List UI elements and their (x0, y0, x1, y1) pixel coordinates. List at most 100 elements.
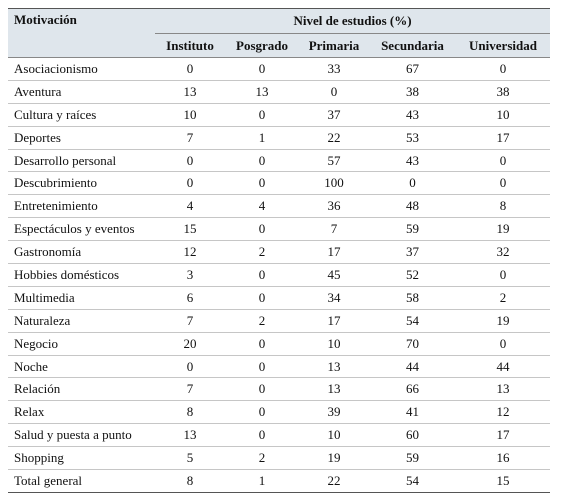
table-cell: 44 (369, 355, 456, 379)
table-row: Relax 8 0 39 41 12 (8, 400, 551, 425)
column-header-universidad: Universidad (456, 33, 551, 58)
row-label: Negocio (8, 332, 155, 356)
table-row: Descubrimiento 0 0 100 0 0 (8, 171, 551, 196)
table-cell: 0 (456, 171, 551, 196)
table-cell: 7 (155, 309, 225, 333)
table-cell: 45 (299, 263, 369, 287)
table-cell: 38 (369, 80, 456, 104)
table-cell: 17 (456, 126, 551, 150)
table-cell: 0 (225, 400, 299, 425)
table-cell: 8 (155, 400, 225, 425)
table-row: Desarrollo personal 0 0 57 43 0 (8, 149, 551, 173)
table-cell: 100 (299, 171, 369, 196)
table-cell: 13 (155, 80, 225, 104)
table-cell: 32 (456, 240, 551, 265)
table-cell: 8 (155, 469, 225, 493)
table-cell: 15 (456, 469, 551, 493)
table-cell: 70 (369, 332, 456, 356)
table-cell: 0 (225, 263, 299, 287)
table-cell: 17 (456, 423, 551, 448)
row-label: Multimedia (8, 286, 155, 310)
table-cell: 7 (155, 126, 225, 150)
column-header-primaria: Primaria (299, 33, 369, 58)
table-cell: 41 (369, 400, 456, 425)
table-cell: 58 (369, 286, 456, 310)
table-cell: 0 (155, 149, 225, 173)
table-cell: 34 (299, 286, 369, 310)
row-label: Cultura y raíces (8, 103, 155, 127)
column-header-secundaria: Secundaria (369, 33, 456, 58)
table-cell: 10 (456, 103, 551, 127)
table-row: Shopping 5 2 19 59 16 (8, 446, 551, 471)
table-cell: 54 (369, 309, 456, 333)
table-row: Entretenimiento 4 4 36 48 8 (8, 194, 551, 219)
row-label: Asociacionismo (8, 57, 155, 81)
table-cell: 0 (225, 423, 299, 448)
table-row: Relación 7 0 13 66 13 (8, 377, 551, 402)
table-cell: 16 (456, 446, 551, 471)
row-label: Naturaleza (8, 309, 155, 333)
table-cell: 4 (155, 194, 225, 219)
table-cell: 43 (369, 149, 456, 173)
table-row: Asociacionismo 0 0 33 67 0 (8, 57, 551, 81)
table-cell: 0 (225, 103, 299, 127)
table-cell: 0 (155, 57, 225, 81)
table-row: Cultura y raíces 10 0 37 43 10 (8, 103, 551, 127)
table-cell: 13 (225, 80, 299, 104)
table-cell: 53 (369, 126, 456, 150)
table-cell: 48 (369, 194, 456, 219)
table-cell: 0 (225, 355, 299, 379)
table-cell: 44 (456, 355, 551, 379)
table-cell: 19 (456, 309, 551, 333)
row-label: Aventura (8, 80, 155, 104)
table-cell: 13 (299, 355, 369, 379)
table-cell: 2 (225, 446, 299, 471)
table-row: Salud y puesta a punto 13 0 10 60 17 (8, 423, 551, 448)
table-cell: 0 (225, 286, 299, 310)
table-row: Aventura 13 13 0 38 38 (8, 80, 551, 104)
row-label: Relación (8, 377, 155, 402)
column-header-posgrado: Posgrado (225, 33, 299, 58)
table-cell: 37 (299, 103, 369, 127)
table-cell: 13 (299, 377, 369, 402)
table-cell: 20 (155, 332, 225, 356)
table-cell: 0 (299, 80, 369, 104)
table-cell: 19 (299, 446, 369, 471)
table-cell: 0 (456, 263, 551, 287)
table-cell: 66 (369, 377, 456, 402)
table-header: Motivación Nivel de estudios (%) Institu… (8, 8, 551, 58)
table-cell: 37 (369, 240, 456, 265)
motivation-header: Motivación (8, 8, 155, 58)
table-cell: 13 (456, 377, 551, 402)
table-cell: 0 (225, 332, 299, 356)
table-cell: 5 (155, 446, 225, 471)
table-cell: 10 (299, 423, 369, 448)
table-cell: 2 (225, 240, 299, 265)
table-row: Negocio 20 0 10 70 0 (8, 332, 551, 356)
table-cell: 7 (299, 217, 369, 242)
table-cell: 4 (225, 194, 299, 219)
table-cell: 33 (299, 57, 369, 81)
table-cell: 0 (225, 217, 299, 242)
table-cell: 0 (456, 332, 551, 356)
table-cell: 17 (299, 309, 369, 333)
table-row: Deportes 7 1 22 53 17 (8, 126, 551, 150)
row-label: Noche (8, 355, 155, 379)
table-cell: 13 (155, 423, 225, 448)
row-label: Espectáculos y eventos (8, 217, 155, 242)
table-cell: 15 (155, 217, 225, 242)
table-row: Espectáculos y eventos 15 0 7 59 19 (8, 217, 551, 242)
row-label: Deportes (8, 126, 155, 150)
table-row: Total general 8 1 22 54 15 (8, 469, 551, 493)
table-cell: 0 (155, 355, 225, 379)
table-cell: 0 (225, 149, 299, 173)
table-cell: 2 (225, 309, 299, 333)
table-cell: 3 (155, 263, 225, 287)
row-label: Descubrimiento (8, 171, 155, 196)
table-cell: 0 (456, 57, 551, 81)
table-cell: 67 (369, 57, 456, 81)
row-label: Relax (8, 400, 155, 425)
table-cell: 60 (369, 423, 456, 448)
table-cell: 0 (155, 171, 225, 196)
column-header-instituto: Instituto (155, 33, 225, 58)
